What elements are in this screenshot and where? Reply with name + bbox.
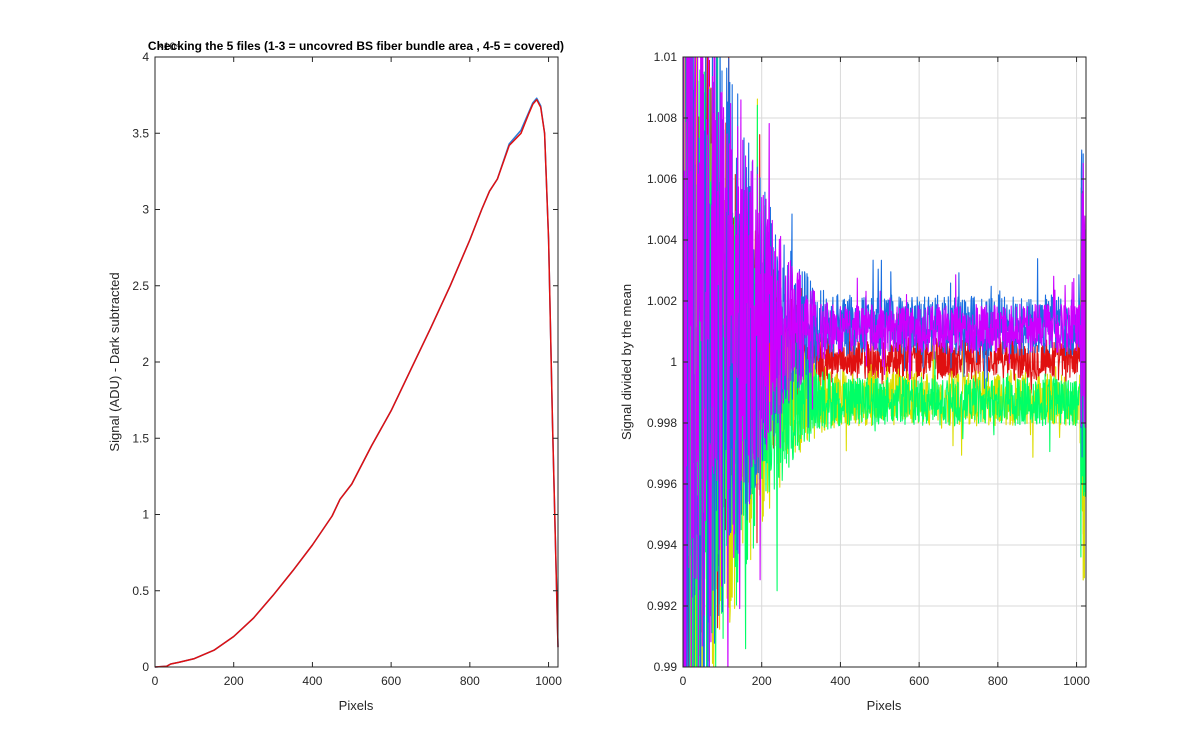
right-series-group — [683, 57, 1086, 667]
left-x-tick-label: 0 — [152, 674, 159, 688]
left-series-group — [154, 97, 559, 668]
left-plot-area — [155, 57, 558, 667]
left-series-line-2 — [154, 98, 559, 668]
right-ticks: 0 200 400 600 800 1000 0.99 0.992 0.994 0.996 0.99… — [647, 50, 1090, 688]
left-chart-title: Checking the 5 files (1-3 = uncovred BS … — [148, 39, 564, 53]
right-x-tick-label: 600 — [909, 674, 929, 688]
right-axes: 0 200 400 600 800 1000 0.99 0.992 0.994 0.996 0.99… — [619, 50, 1090, 713]
right-y-tick-label: 0.994 — [647, 538, 677, 552]
right-y-tick-label: 1.006 — [647, 172, 677, 186]
left-y-tick-label: 3 — [142, 203, 149, 217]
right-x-tick-label: 1000 — [1063, 674, 1090, 688]
left-y-tick-label: 4 — [142, 50, 149, 64]
left-y-tick-label: 2.5 — [132, 279, 149, 293]
left-ticks: 0 200 400 600 800 1000 0 0.5 1 1.5 2 2.5 3 3.5 4 — [132, 50, 562, 688]
right-series-line-5 — [683, 57, 1086, 667]
right-y-tick-label: 1.01 — [654, 50, 678, 64]
right-x-tick-label: 400 — [830, 674, 850, 688]
left-y-tick-label: 1.5 — [132, 431, 149, 445]
right-y-tick-label: 1.004 — [647, 233, 677, 247]
left-y-exponent: ×10⁴ — [157, 41, 181, 53]
right-y-tick-label: 0.996 — [647, 477, 677, 491]
left-x-tick-label: 1000 — [535, 674, 562, 688]
right-x-tick-label: 200 — [752, 674, 772, 688]
right-y-tick-label: 1.008 — [647, 111, 677, 125]
left-y-axis-label: Signal (ADU) - Dark subtracted — [107, 272, 122, 451]
left-y-tick-label: 0.5 — [132, 584, 149, 598]
left-y-tick-label: 2 — [142, 355, 149, 369]
left-y-tick-label: 0 — [142, 660, 149, 674]
left-x-tick-label: 800 — [460, 674, 480, 688]
right-y-tick-label: 1.002 — [647, 294, 677, 308]
right-y-tick-label: 0.998 — [647, 416, 677, 430]
right-y-axis-label: Signal divided by the mean — [619, 284, 634, 440]
right-x-axis-label: Pixels — [867, 698, 902, 713]
left-y-tick-label: 3.5 — [132, 126, 149, 140]
left-x-axis-label: Pixels — [339, 698, 374, 713]
right-y-tick-label: 1 — [670, 355, 677, 369]
left-y-tick-label: 1 — [142, 508, 149, 522]
right-y-tick-label: 0.992 — [647, 599, 677, 613]
right-x-tick-label: 800 — [988, 674, 1008, 688]
left-x-tick-label: 200 — [224, 674, 244, 688]
right-x-tick-label: 0 — [680, 674, 687, 688]
left-x-tick-label: 400 — [302, 674, 322, 688]
left-x-tick-label: 600 — [381, 674, 401, 688]
right-y-tick-label: 0.99 — [654, 660, 678, 674]
